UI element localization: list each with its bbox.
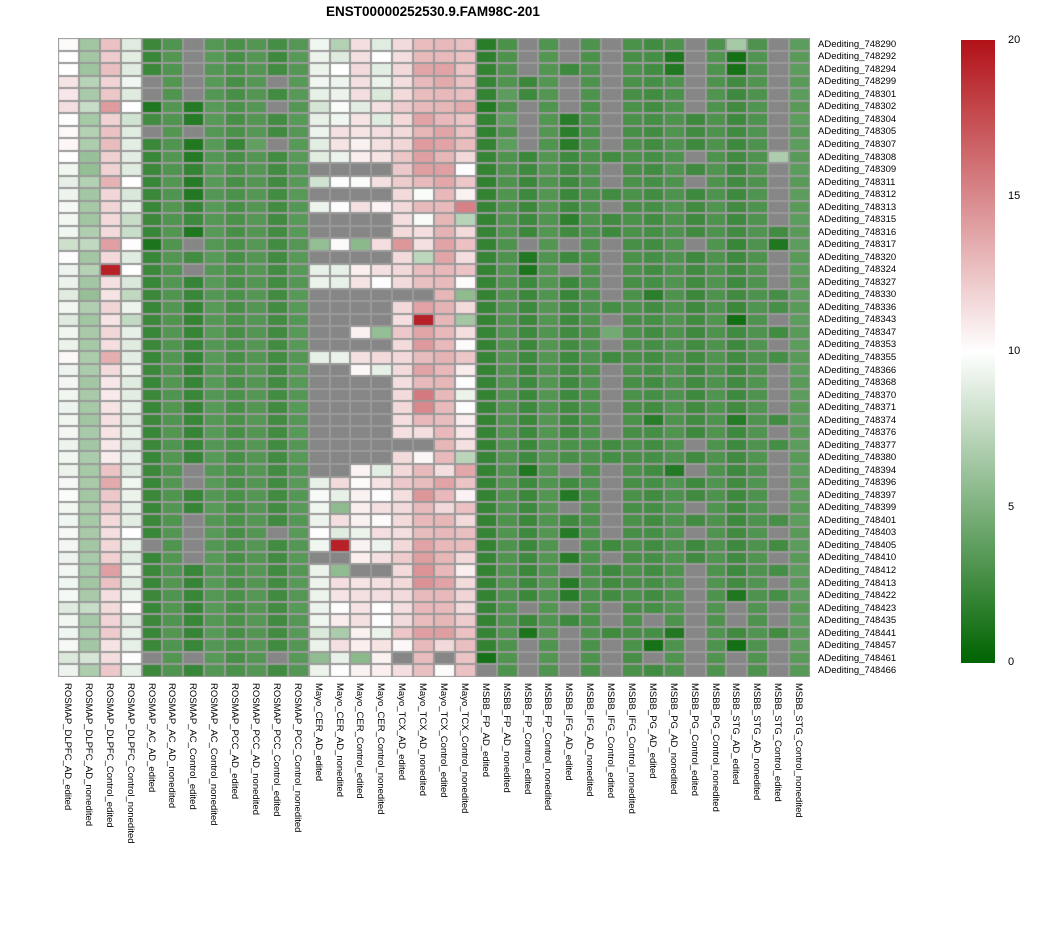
row-label: ADediting_748405 (818, 539, 897, 551)
row-label: ADediting_748396 (818, 477, 897, 489)
row-label: ADediting_748441 (818, 627, 897, 639)
row-label: ADediting_748307 (818, 139, 897, 150)
row-label: ADediting_748299 (818, 76, 897, 88)
col-label: Mayo_TCX_AD_nonedited (417, 683, 429, 797)
row-label: ADediting_748330 (818, 289, 897, 301)
col-label: MSBB_FP_Control_nonedited (542, 683, 554, 811)
row-label: ADediting_748366 (818, 364, 897, 376)
row-label: ADediting_748309 (818, 164, 897, 176)
row-label: ADediting_748294 (818, 63, 897, 75)
col-label: ROSMAP_DLPFC_AD_edited (61, 683, 73, 811)
col-label: MSBB_PG_AD_nonedited (667, 683, 679, 795)
col-label: MSBB_IFG_AD_nonedited (584, 683, 596, 797)
col-label: MSBB_PG_Control_edited (688, 683, 700, 797)
col-label: MSBB_STG_Control_nonedited (793, 683, 805, 818)
col-label: MSBB_IFG_Control_nonedited (625, 683, 637, 814)
chart-title: ENST00000252530.9.FAM98C-201 (326, 4, 540, 19)
row-label: ADediting_748376 (818, 427, 897, 439)
col-label: MSBB_PG_AD_edited (646, 683, 658, 779)
row-label: ADediting_748302 (818, 101, 897, 113)
col-label: ROSMAP_DLPFC_Control_edited (103, 683, 115, 828)
row-label: ADediting_748355 (818, 352, 897, 363)
col-label: MSBB_PG_Control_nonedited (709, 683, 721, 812)
row-label: ADediting_748312 (818, 189, 897, 201)
row-label: ADediting_748412 (818, 565, 897, 576)
row-label: ADediting_748308 (818, 151, 897, 163)
row-label: ADediting_748311 (818, 176, 896, 188)
row-label: ADediting_748397 (818, 489, 897, 501)
col-label: ROSMAP_PCC_Control_nonedited (291, 683, 303, 833)
row-label: ADediting_748368 (818, 377, 897, 389)
row-label: ADediting_748410 (818, 552, 897, 564)
row-label: ADediting_748316 (818, 226, 897, 238)
row-label: ADediting_748317 (818, 239, 897, 251)
col-label: MSBB_STG_Control_edited (772, 683, 784, 802)
col-label: MSBB_IFG_Control_edited (605, 683, 617, 799)
row-label: ADediting_748457 (818, 640, 897, 652)
col-label: ROSMAP_AC_AD_edited (145, 683, 157, 793)
row-label: ADediting_748353 (818, 339, 897, 351)
col-label: ROSMAP_AC_AD_nonedited (166, 683, 178, 809)
col-label: ROSMAP_PCC_Control_edited (270, 683, 282, 817)
row-label: ADediting_748413 (818, 577, 897, 589)
row-label: ADediting_748301 (818, 88, 897, 100)
col-label: Mayo_TCX_Control_nonedited (458, 683, 470, 814)
row-label: ADediting_748336 (818, 301, 897, 313)
col-label: Mayo_CER_AD_edited (312, 683, 324, 782)
col-label: MSBB_IFG_AD_edited (563, 683, 575, 781)
row-label: ADediting_748380 (818, 452, 897, 464)
col-label: Mayo_CER_Control_edited (354, 683, 366, 799)
col-label: ROSMAP_PCC_AD_nonedited (249, 683, 261, 816)
col-label: MSBB_STG_AD_edited (730, 683, 742, 785)
heatmap-grid (58, 38, 810, 677)
row-label: ADediting_748435 (818, 615, 897, 627)
row-label: ADediting_748461 (818, 652, 897, 664)
row-label: ADediting_748347 (818, 326, 897, 338)
colorbar-tick-label: 20 (1008, 34, 1021, 46)
row-label: ADediting_748313 (818, 201, 897, 213)
row-label: ADediting_748423 (818, 602, 897, 614)
row-label: ADediting_748343 (818, 314, 897, 326)
row-label: ADediting_748370 (818, 389, 897, 401)
col-label: ROSMAP_AC_Control_edited (187, 683, 199, 810)
row-label: ADediting_748401 (818, 514, 897, 526)
row-label: ADediting_748371 (818, 402, 897, 414)
row-label: ADediting_748305 (818, 126, 897, 138)
col-label: MSBB_FP_Control_edited (521, 683, 533, 795)
row-label: ADediting_748422 (818, 590, 897, 602)
row-label: ADediting_748327 (818, 276, 897, 288)
row-label: ADediting_748394 (818, 464, 897, 476)
colorbar-tick-label: 15 (1008, 189, 1021, 202)
row-label: ADediting_748403 (818, 527, 897, 539)
col-label: Mayo_CER_AD_nonedited (333, 683, 345, 798)
colorbar-tick-label: 0 (1008, 656, 1015, 668)
row-label: ADediting_748374 (818, 414, 897, 426)
col-label: MSBB_FP_AD_edited (479, 683, 491, 777)
row-label: ADediting_748290 (818, 38, 897, 50)
row-label: ADediting_748304 (818, 113, 897, 125)
row-label: ADediting_748377 (818, 439, 897, 451)
col-label: ROSMAP_AC_Control_nonedited (208, 683, 220, 826)
row-label: ADediting_748466 (818, 665, 897, 677)
colorbar-gradient (961, 40, 995, 663)
col-label: ROSMAP_DLPFC_AD_nonedited (82, 683, 94, 827)
colorbar-tick-label: 10 (1008, 345, 1021, 357)
row-label: ADediting_748324 (818, 264, 897, 276)
col-label: Mayo_CER_Control_nonedited (375, 683, 387, 815)
row-label: ADediting_748315 (818, 214, 897, 226)
row-label: ADediting_748320 (818, 251, 897, 263)
col-label: MSBB_STG_AD_nonedited (751, 683, 763, 801)
col-label: MSBB_FP_AD_nonedited (500, 683, 512, 793)
col-label: ROSMAP_PCC_AD_edited (229, 683, 241, 800)
col-label: Mayo_TCX_Control_edited (437, 683, 449, 798)
colorbar-tick-label: 5 (1008, 500, 1015, 513)
row-label: ADediting_748292 (818, 51, 897, 63)
row-label: ADediting_748399 (818, 502, 897, 514)
col-label: ROSMAP_DLPFC_Control_nonedited (124, 683, 136, 844)
col-label: Mayo_TCX_AD_edited (396, 683, 408, 781)
